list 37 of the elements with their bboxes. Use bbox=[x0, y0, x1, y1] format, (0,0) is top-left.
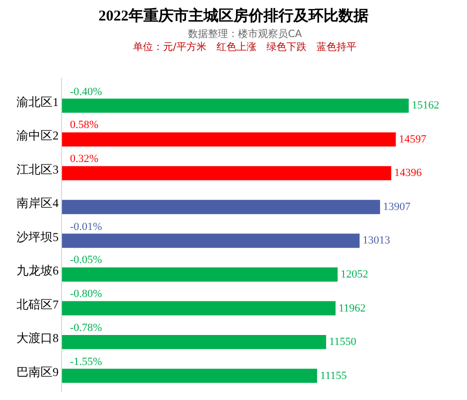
annotation: -0.01% bbox=[70, 221, 102, 233]
data-label: 11155 bbox=[320, 370, 348, 382]
bar bbox=[62, 200, 380, 214]
bar bbox=[62, 334, 326, 350]
annotation: -0.78% bbox=[70, 322, 102, 334]
data-label: 13907 bbox=[383, 200, 412, 213]
data-label: 11550 bbox=[329, 336, 357, 348]
data-label: 14396 bbox=[394, 167, 422, 180]
bar bbox=[62, 132, 396, 147]
annotation: -1.55% bbox=[70, 356, 102, 368]
y-tick-label: 江北区3 bbox=[16, 162, 59, 176]
data-label: 11962 bbox=[338, 302, 366, 314]
y-tick-label: 巴南区9 bbox=[16, 364, 59, 379]
y-tick-label: 渝北区1 bbox=[16, 94, 59, 109]
annotation: -0.40% bbox=[70, 86, 102, 98]
y-tick-label: 南岸区4 bbox=[16, 196, 59, 210]
data-label: 13013 bbox=[362, 234, 391, 247]
y-tick-label: 沙坪坝5 bbox=[16, 230, 59, 244]
y-tick-label: 渝中区2 bbox=[16, 128, 59, 143]
bar bbox=[62, 267, 338, 282]
bar bbox=[62, 234, 360, 248]
data-label: 12052 bbox=[340, 268, 368, 280]
y-tick-label: 北碚区7 bbox=[16, 297, 59, 312]
bar bbox=[62, 166, 392, 180]
data-label: 15162 bbox=[412, 100, 440, 112]
data-label: 14597 bbox=[398, 133, 427, 146]
bar bbox=[62, 368, 318, 383]
annotation: -0.05% bbox=[70, 254, 102, 266]
annotation: 0.32% bbox=[70, 153, 98, 165]
y-tick-label: 九龙坡6 bbox=[16, 264, 59, 278]
bar bbox=[62, 98, 409, 113]
y-tick-label: 大渡口8 bbox=[16, 331, 59, 346]
annotation: 0.58% bbox=[70, 119, 98, 131]
chart-title: 2022年重庆市主城区房价排行及环比数据 bbox=[98, 6, 368, 24]
chart-subtitle: 数据整理：楼市观察员CA 单位：元/平方米 红色上涨 绿色下跌 蓝色持平 bbox=[133, 28, 356, 53]
bar bbox=[62, 301, 336, 316]
annotation: -0.80% bbox=[70, 288, 102, 300]
